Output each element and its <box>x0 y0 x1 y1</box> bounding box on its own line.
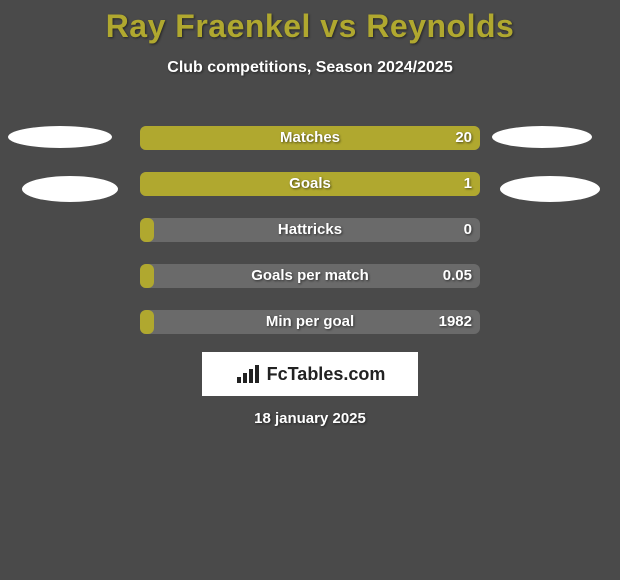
bar-label: Min per goal <box>140 310 480 334</box>
page-title: Ray Fraenkel vs Reynolds <box>0 0 620 45</box>
bar-value: 0 <box>464 218 472 242</box>
bar-value: 1982 <box>439 310 472 334</box>
bar-value: 20 <box>455 126 472 150</box>
bar-row: Matches20 <box>140 126 480 150</box>
logo-bars-icon <box>235 363 261 385</box>
page-subtitle: Club competitions, Season 2024/2025 <box>0 59 620 77</box>
bar-label: Goals per match <box>140 264 480 288</box>
bar-row: Hattricks0 <box>140 218 480 242</box>
left-ellipse <box>8 126 112 148</box>
bar-label: Hattricks <box>140 218 480 242</box>
left-ellipse <box>22 176 118 202</box>
bar-value: 0.05 <box>443 264 472 288</box>
bar-rows: Matches20 Goals1 Hattricks0 Goals per match… <box>140 126 480 356</box>
bar-label: Goals <box>140 172 480 196</box>
bar-value: 1 <box>464 172 472 196</box>
bar-row: Min per goal1982 <box>140 310 480 334</box>
logo-text: FcTables.com <box>267 364 386 385</box>
chart-container: Ray Fraenkel vs Reynolds Club competitio… <box>0 0 620 580</box>
bar-label: Matches <box>140 126 480 150</box>
logo-box: FcTables.com <box>202 352 418 396</box>
date-text: 18 january 2025 <box>0 410 620 427</box>
right-ellipse <box>500 176 600 202</box>
right-ellipse <box>492 126 592 148</box>
bar-row: Goals per match0.05 <box>140 264 480 288</box>
bar-row: Goals1 <box>140 172 480 196</box>
